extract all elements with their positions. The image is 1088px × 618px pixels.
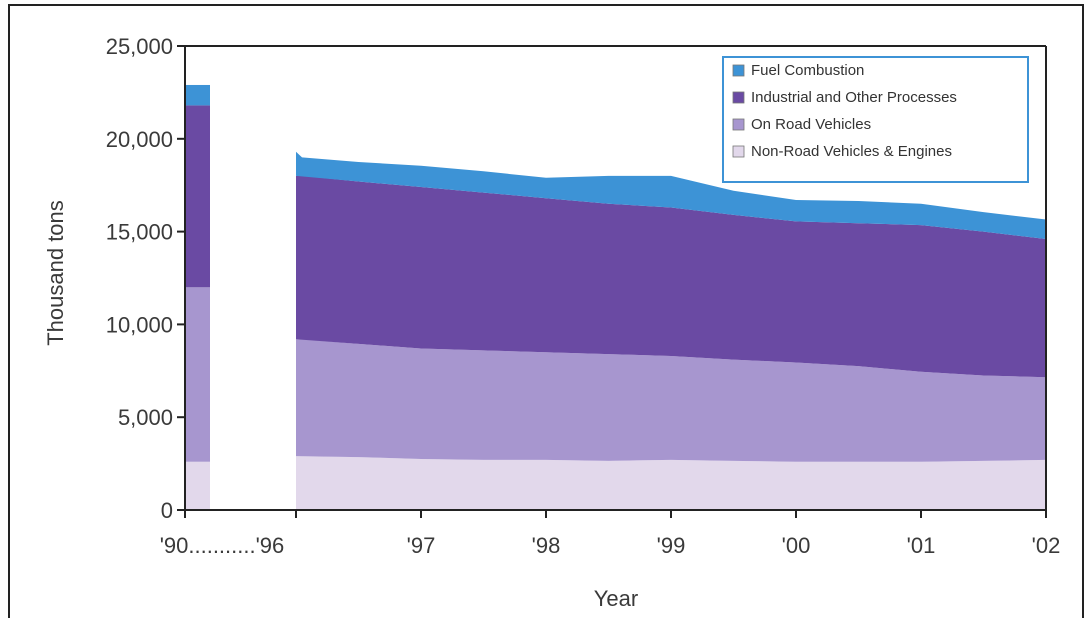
x-tick-label: '02 [1032, 533, 1061, 558]
x-tick-label: '98 [532, 533, 561, 558]
x-tick-label: '97 [407, 533, 436, 558]
y-tick-label: 20,000 [106, 127, 173, 152]
legend: Fuel Combustion Industrial and Other Proc… [722, 56, 1029, 183]
1990-bar-on-road-vehicles [185, 287, 210, 462]
legend-swatch-industrial-and-other-processes [732, 91, 745, 104]
x-tick-label: '00 [782, 533, 811, 558]
1990-bar-non-road-vehicles-engines [185, 461, 210, 510]
legend-swatch-on-road-vehicles [732, 118, 745, 131]
y-tick-label: 25,000 [106, 34, 173, 59]
y-axis: 0 5,000 10,000 15,000 20,000 25,000 [106, 34, 185, 523]
1990-bar-industrial-and-other-processes [185, 105, 210, 288]
x-tick-label: '99 [657, 533, 686, 558]
1990-bar-fuel-combustion [185, 84, 210, 106]
area-industrial-and-other-processes [296, 175, 1046, 378]
legend-swatch-fuel-combustion [732, 64, 745, 77]
legend-label-non-road-vehicles-engines: Non-Road Vehicles & Engines [751, 143, 952, 160]
x-tick-label: '01 [907, 533, 936, 558]
y-axis-title: Thousand tons [43, 200, 68, 346]
y-tick-label: 0 [161, 498, 173, 523]
area-non-road-vehicles-engines [296, 456, 1046, 510]
area-fuel-combustion [296, 151, 1046, 240]
y-tick-label: 5,000 [118, 405, 173, 430]
area-on-road-vehicles [296, 339, 1046, 462]
legend-label-on-road-vehicles: On Road Vehicles [751, 116, 871, 133]
x-axis: '90...........'96 '97 '98 '99 '00 '01 '02 [160, 510, 1061, 558]
y-tick-label: 15,000 [106, 220, 173, 245]
x-axis-title: Year [594, 586, 638, 611]
y-tick-label: 10,000 [106, 312, 173, 337]
x-tick-label-break: '90...........'96 [160, 533, 285, 558]
legend-label-fuel-combustion: Fuel Combustion [751, 62, 864, 79]
legend-label-industrial-and-other-processes: Industrial and Other Processes [751, 89, 957, 106]
legend-box [722, 56, 1029, 183]
legend-swatch-non-road-vehicles-engines [732, 145, 745, 158]
